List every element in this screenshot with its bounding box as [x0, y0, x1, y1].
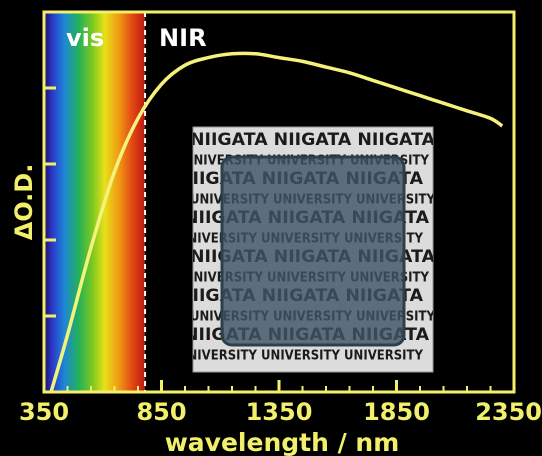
- absorbance-curve: [49, 51, 504, 392]
- y-axis-ticks: [44, 86, 56, 318]
- inset-photo-text-row: UNIVERSITY UNIVERSITY UNIVERSITY: [178, 349, 424, 364]
- film-sample: [220, 155, 406, 347]
- x-tick-label: 850: [136, 398, 186, 426]
- x-tick-label: 1350: [246, 398, 313, 426]
- nir-region-label: NIR: [159, 24, 207, 52]
- x-tick-label: 2350: [475, 398, 542, 426]
- sample-photo-inset: NIIGATA NIIGATA NIIGATA UNIVERSITY UNIVER…: [178, 126, 436, 373]
- x-tick-label: 1850: [363, 398, 430, 426]
- x-axis-title: wavelength / nm: [165, 428, 400, 456]
- x-tick-label: 350: [19, 398, 69, 426]
- vis-region-label: vis: [66, 24, 104, 52]
- inset-photo-text-row: NIIGATA NIIGATA NIIGATA: [190, 130, 436, 150]
- visible-spectrum-band: [44, 12, 146, 392]
- y-axis-title: ΔO.D.: [10, 164, 38, 241]
- x-axis-ticks: 350 850 1350 1850 2350: [19, 380, 542, 426]
